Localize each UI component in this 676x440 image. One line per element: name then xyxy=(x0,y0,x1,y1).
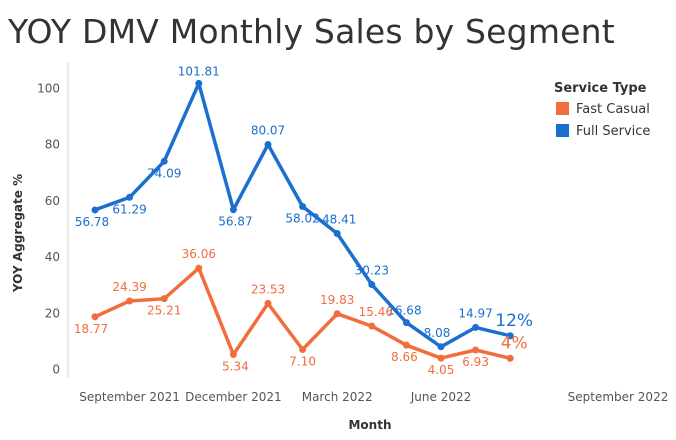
data-point xyxy=(264,299,272,307)
data-point xyxy=(437,343,445,351)
data-point xyxy=(229,350,237,358)
data-point xyxy=(402,319,410,327)
data-label: 14.97 xyxy=(458,306,492,320)
data-point xyxy=(91,206,99,214)
data-label: 56.87 xyxy=(218,215,252,229)
y-tick-label: 80 xyxy=(45,138,60,152)
data-label: 4.05 xyxy=(428,363,455,377)
legend-title: Service Type xyxy=(554,81,647,96)
data-point xyxy=(264,141,272,149)
x-tick-label: September 2021 xyxy=(79,390,180,404)
data-point xyxy=(437,354,445,362)
x-tick-label: March 2022 xyxy=(302,390,373,404)
data-label: 24.39 xyxy=(112,280,146,294)
data-label: 16.68 xyxy=(387,304,421,318)
data-label: 8.08 xyxy=(424,326,451,340)
data-point xyxy=(126,193,134,201)
data-point xyxy=(160,295,168,303)
legend-swatch xyxy=(556,102,569,115)
data-label: 4% xyxy=(501,333,528,353)
legend-item: Full Service xyxy=(576,124,650,139)
data-label: 30.23 xyxy=(355,264,389,278)
data-label: 6.93 xyxy=(462,355,489,369)
x-tick-label: September 2022 xyxy=(568,390,669,404)
y-tick-label: 40 xyxy=(45,250,60,264)
data-point xyxy=(126,297,134,305)
y-tick-label: 60 xyxy=(45,194,60,208)
x-tick-label: June 2022 xyxy=(410,390,472,404)
data-label: 80.07 xyxy=(251,124,285,138)
data-label: 58.02 xyxy=(285,211,319,225)
data-point xyxy=(402,341,410,349)
y-tick-label: 0 xyxy=(52,363,60,377)
data-point xyxy=(506,354,514,362)
data-label: 74.09 xyxy=(147,166,181,180)
data-point xyxy=(368,281,376,289)
y-tick-label: 20 xyxy=(45,306,60,320)
chart-title: YOY DMV Monthly Sales by Segment xyxy=(8,12,615,51)
legend-swatch xyxy=(556,124,569,137)
data-label: 7.10 xyxy=(289,355,316,369)
x-tick-label: December 2021 xyxy=(185,390,282,404)
data-label: 61.29 xyxy=(112,202,146,216)
data-point xyxy=(506,332,514,340)
data-point xyxy=(299,346,307,354)
data-point xyxy=(333,229,341,237)
y-tick-label: 100 xyxy=(37,82,60,96)
data-label: 36.06 xyxy=(182,247,216,261)
data-label: 15.46 xyxy=(359,305,393,319)
data-label: 101.81 xyxy=(178,64,220,78)
data-label: 48.41 xyxy=(322,212,356,226)
y-axis-label: YOY Aggregate % xyxy=(11,174,25,293)
data-point xyxy=(91,313,99,321)
data-point xyxy=(160,157,168,165)
legend-item: Fast Casual xyxy=(576,102,650,117)
data-point xyxy=(472,346,480,354)
data-point xyxy=(229,206,237,214)
data-label: 5.34 xyxy=(222,359,249,373)
data-label: 56.78 xyxy=(75,215,109,229)
data-point xyxy=(299,202,307,210)
data-point xyxy=(333,310,341,318)
data-point xyxy=(368,322,376,330)
data-label: 23.53 xyxy=(251,282,285,296)
data-point xyxy=(195,79,203,87)
data-label: 19.83 xyxy=(320,293,354,307)
data-label: 8.66 xyxy=(391,350,418,364)
data-label: 25.21 xyxy=(147,304,181,318)
x-axis-label: Month xyxy=(348,418,391,432)
data-label: 12% xyxy=(495,311,533,331)
data-point xyxy=(472,323,480,331)
data-point xyxy=(195,264,203,272)
data-label: 18.77 xyxy=(74,322,108,336)
